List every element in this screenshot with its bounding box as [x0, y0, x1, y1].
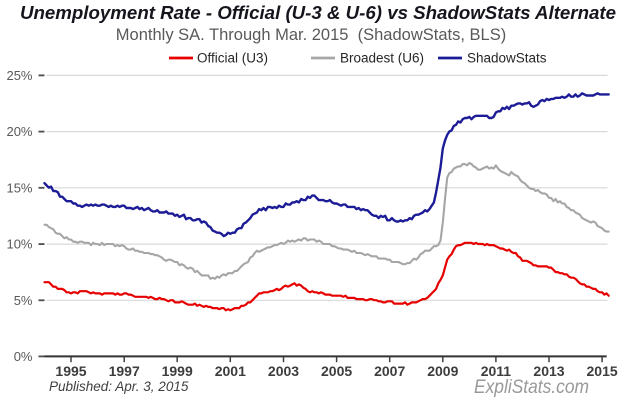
svg-text:0%: 0%	[14, 349, 33, 364]
svg-text:2013: 2013	[533, 363, 564, 379]
svg-text:Monthly SA. Through Mar. 2015: Monthly SA. Through Mar. 2015 (ShadowSta…	[116, 26, 506, 44]
svg-text:1995: 1995	[55, 363, 86, 379]
svg-text:2009: 2009	[427, 363, 458, 379]
svg-text:1999: 1999	[162, 363, 193, 379]
svg-text:Official (U3): Official (U3)	[197, 51, 268, 66]
svg-text:5%: 5%	[14, 293, 33, 308]
svg-text:Broadest (U6): Broadest (U6)	[340, 51, 424, 66]
svg-text:ExpliStats.com: ExpliStats.com	[474, 376, 589, 398]
svg-text:ShadowStats: ShadowStats	[467, 51, 547, 66]
svg-text:1997: 1997	[109, 363, 140, 379]
svg-text:2011: 2011	[481, 363, 512, 379]
svg-text:2003: 2003	[268, 363, 299, 379]
svg-text:10%: 10%	[6, 237, 32, 252]
svg-text:2001: 2001	[215, 363, 246, 379]
svg-text:20%: 20%	[6, 124, 32, 139]
svg-text:15%: 15%	[6, 180, 32, 195]
svg-text:2015: 2015	[587, 363, 618, 379]
svg-text:2005: 2005	[321, 363, 352, 379]
svg-text:25%: 25%	[6, 68, 32, 83]
svg-text:2007: 2007	[374, 363, 405, 379]
svg-text:Unemployment Rate - Official (: Unemployment Rate - Official (U-3 & U-6)…	[20, 2, 616, 23]
svg-text:Published: Apr. 3, 2015: Published: Apr. 3, 2015	[49, 379, 189, 394]
